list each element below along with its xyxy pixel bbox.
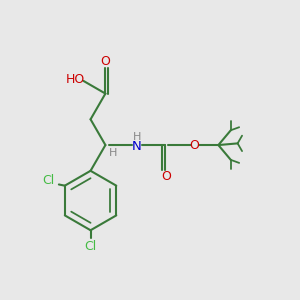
Text: Cl: Cl — [42, 174, 55, 187]
Text: N: N — [132, 140, 142, 153]
Text: O: O — [161, 170, 171, 183]
Text: HO: HO — [66, 73, 85, 86]
Text: H: H — [133, 132, 142, 142]
Text: H: H — [109, 148, 117, 158]
Text: O: O — [190, 139, 200, 152]
Text: Cl: Cl — [84, 240, 97, 253]
Text: O: O — [100, 55, 110, 68]
